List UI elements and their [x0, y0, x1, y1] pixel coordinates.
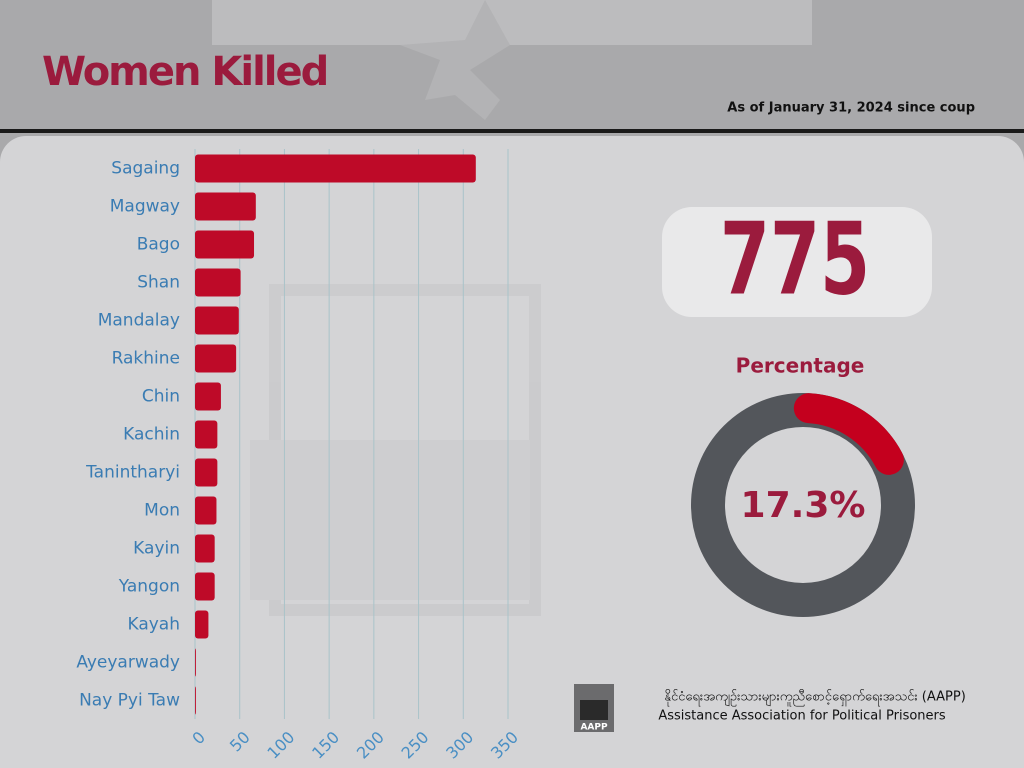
category-label: Kayah: [127, 615, 180, 635]
category-label: Tanintharyi: [85, 463, 180, 483]
bar: [195, 382, 221, 411]
subtitle: As of January 31, 2024 since coup: [727, 101, 975, 116]
bar: [195, 648, 196, 677]
donut-label: 17.3%: [741, 485, 866, 526]
total: 775: [720, 200, 870, 317]
category-label: Mandalay: [98, 311, 180, 331]
watermark-jail: [250, 284, 541, 616]
donut-segment: [793, 393, 904, 475]
category-label: Sagaing: [111, 159, 180, 179]
category-label: Chin: [142, 387, 180, 407]
svg-text:AAPP: AAPP: [580, 723, 608, 733]
category-label: Kayin: [133, 539, 180, 559]
bar: [195, 496, 217, 525]
category-label: Bago: [137, 235, 180, 255]
bar: [195, 458, 218, 487]
bar: [195, 420, 218, 449]
divider: [0, 129, 1024, 133]
watermark-star: [400, 0, 510, 120]
bar: [195, 610, 209, 639]
bar: [195, 230, 255, 259]
org-name-english: Assistance Association for Political Pri…: [658, 709, 946, 724]
category-label: Nay Pyi Taw: [79, 691, 180, 711]
category-label: Yangon: [118, 577, 180, 597]
category-label: Mon: [144, 501, 180, 521]
category-label: Magway: [110, 197, 180, 217]
total-box: [662, 207, 932, 317]
bar: [195, 686, 196, 715]
bar: [195, 344, 237, 373]
org-name-myanmar: နိုင်ငံရေးအကျဉ်းသားများကူညီစောင့်ရှောက်ရ…: [664, 689, 966, 707]
category-label: Ayeyarwady: [76, 653, 180, 673]
bar: [195, 572, 215, 601]
donut-title: Percentage: [736, 354, 865, 378]
bar: [195, 306, 239, 335]
bar: [195, 534, 215, 563]
category-label: Kachin: [123, 425, 180, 445]
category-label: Shan: [137, 273, 180, 293]
watermark: [212, 0, 812, 45]
bar: [195, 192, 256, 221]
category-label: Rakhine: [112, 349, 180, 369]
logo: AAPP: [574, 684, 614, 733]
bar: [195, 154, 476, 183]
bar: [195, 268, 241, 297]
title: Women Killed: [42, 49, 327, 95]
